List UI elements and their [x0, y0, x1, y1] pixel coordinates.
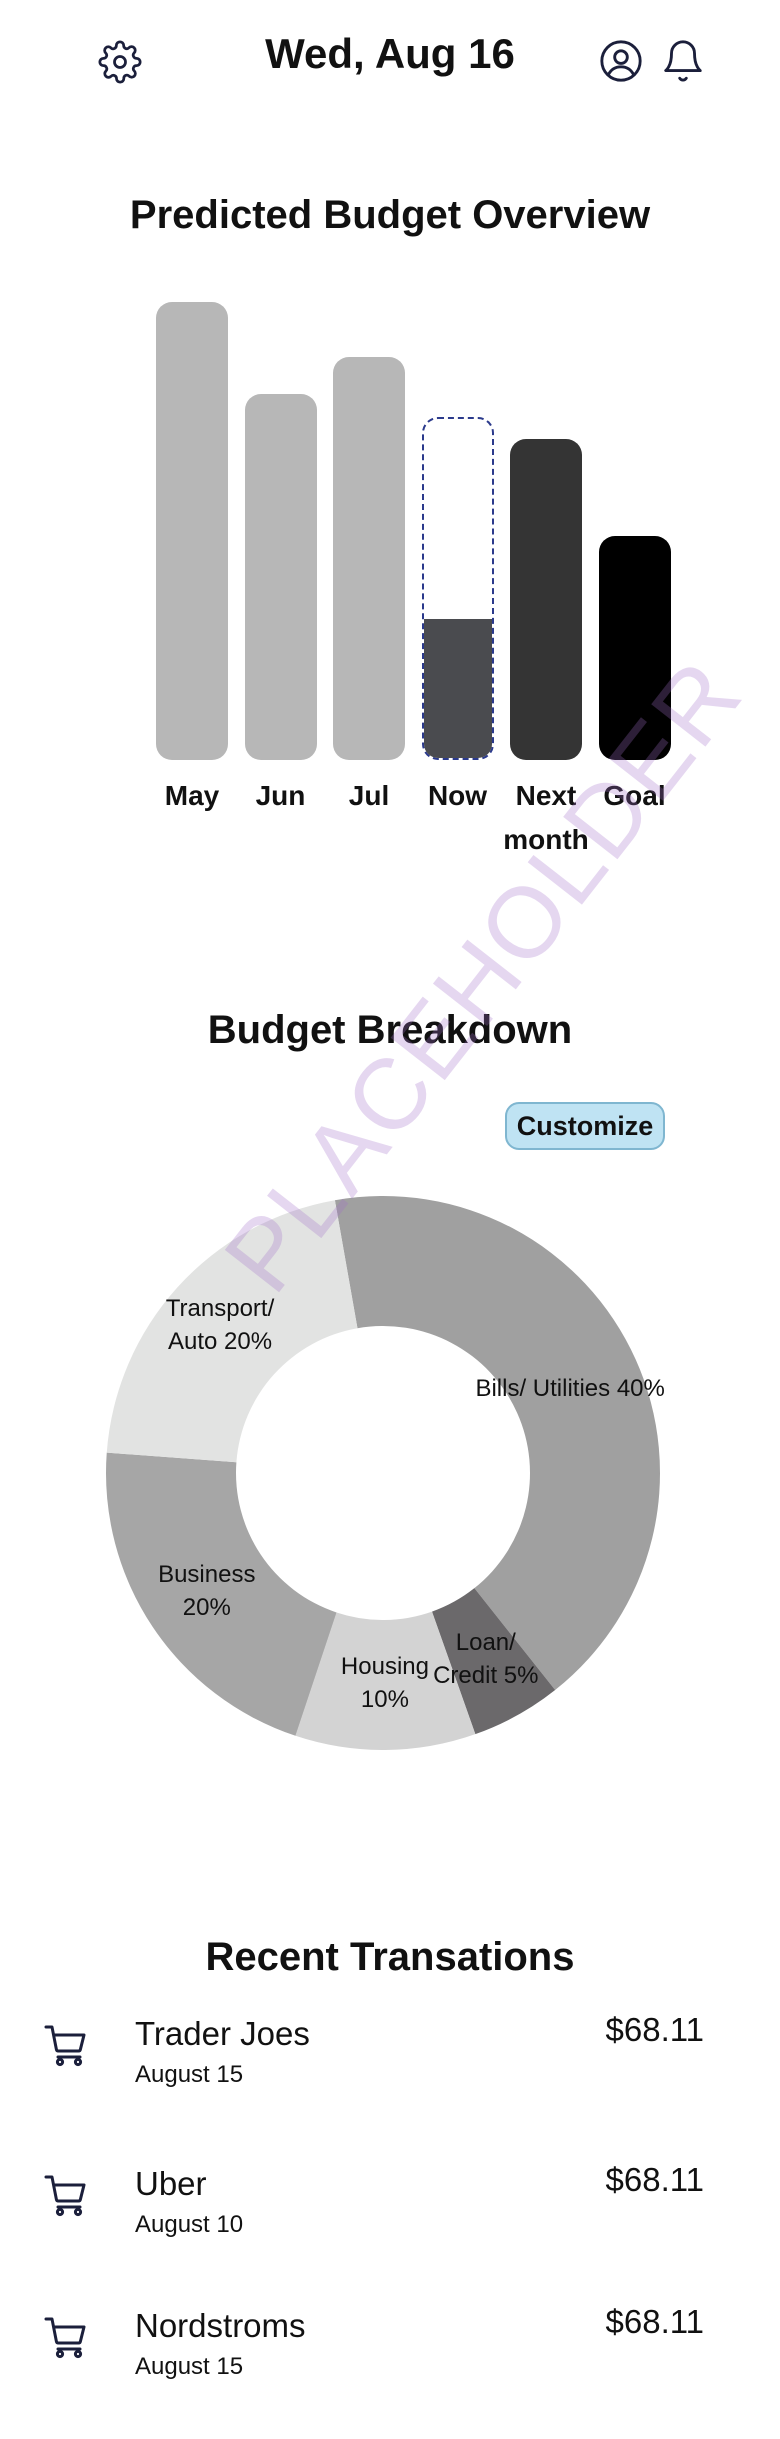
chart-tick-label: Jul: [348, 780, 390, 811]
chart-bar: [421, 416, 494, 760]
transaction-date: August 10: [135, 2211, 244, 2238]
shopping-cart-icon: [44, 2025, 86, 2067]
bell-icon: [664, 40, 702, 82]
donut-segment-label: Transport/ Auto 20%: [165, 1295, 275, 1356]
donut-segment-label: Housing 10%: [340, 1652, 429, 1713]
donut-segment-label: Business 20%: [158, 1560, 256, 1621]
transaction-amount: $68.11: [605, 2011, 704, 2048]
settings-button[interactable]: [96, 38, 144, 86]
shopping-cart-icon: [44, 2317, 86, 2359]
chart-tick-label: May: [164, 780, 220, 811]
chart-tick-label: Jun: [255, 780, 306, 811]
customize-button[interactable]: Customize: [505, 1102, 665, 1150]
transaction-row[interactable]: Nordstroms August 15 $68.11: [0, 2303, 780, 2417]
transaction-name: Trader Joes: [135, 2015, 310, 2052]
chart-bar-progress: [423, 618, 492, 758]
donut-segment: [105, 1452, 337, 1736]
chart-bar: [156, 302, 228, 760]
transactions-title: Recent Transations: [205, 1935, 575, 1979]
transaction-amount: $68.11: [605, 2161, 704, 2198]
chart-tick-label: Goal: [603, 780, 666, 811]
transaction-date: August 15: [135, 2061, 244, 2088]
transaction-amount: $68.11: [605, 2303, 704, 2340]
chart-tick-label: Now: [427, 780, 488, 811]
gear-icon: [98, 40, 142, 84]
user-circle-icon: [600, 40, 642, 82]
transaction-date: August 15: [135, 2353, 244, 2380]
donut-segment-label: Bills/ Utilities 40%: [475, 1375, 665, 1403]
budget-donut-chart: [105, 1196, 660, 1750]
donut-segment: [432, 1588, 556, 1735]
chart-bar: [510, 439, 582, 760]
notifications-button[interactable]: [658, 36, 708, 86]
transaction-row[interactable]: Uber August 10 $68.11: [0, 2161, 780, 2275]
profile-button[interactable]: [596, 36, 646, 86]
chart-bar: [598, 535, 671, 760]
shopping-cart-icon: [44, 2175, 86, 2217]
chart-bar: [333, 356, 405, 760]
donut-segment: [106, 1200, 358, 1463]
page-title-date: Wed, Aug 16: [265, 30, 515, 77]
transaction-name: Uber: [135, 2165, 207, 2202]
donut-segment: [295, 1611, 476, 1750]
breakdown-title: Budget Breakdown: [207, 1008, 573, 1052]
budget-bar-chart: May Jun Jul Now Next month Goal: [0, 0, 780, 900]
transaction-name: Nordstroms: [135, 2307, 306, 2344]
donut-segment: [334, 1196, 660, 1691]
chart-bar: [244, 393, 317, 760]
overview-title: Predicted Budget Overview: [129, 193, 651, 237]
chart-tick-label: Next month: [503, 780, 589, 855]
donut-segment-label: Loan/ Credit 5%: [433, 1628, 539, 1689]
transaction-row[interactable]: Trader Joes August 15 $68.11: [0, 2011, 780, 2125]
